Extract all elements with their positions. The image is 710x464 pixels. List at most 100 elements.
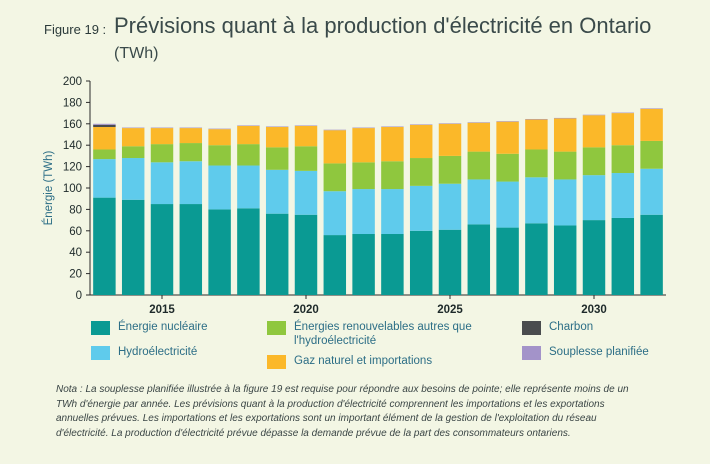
chart-title-units: (TWh) [114,45,159,62]
bar-segment-hydro-2015 [150,162,174,205]
bar-segment-nuclear-2028 [525,223,548,295]
bar-segment-flex-2031 [611,112,635,114]
bar-segment-hydro-2023 [381,189,404,235]
bar-segment-renewables-2022 [352,162,375,190]
bar-segment-renewables-2020 [294,146,318,171]
bar-segment-gas_imports-2016 [179,128,203,144]
bar-segment-renewables-2015 [150,144,174,163]
y-tick-label: 180 [63,97,82,109]
bar-segment-hydro-2020 [294,170,318,215]
bar-segment-nuclear-2019 [265,213,289,295]
bar-segment-nuclear-2020 [294,214,318,295]
bar-segment-renewables-2025 [438,155,462,184]
bar-segment-hydro-2026 [467,179,491,225]
legend-item-hydro: Hydroélectricité [91,345,197,360]
bar-segment-renewables-2028 [525,149,548,178]
bar-segment-renewables-2021 [323,163,347,192]
legend-swatch-flex [522,346,541,360]
bar-segment-gas_imports-2032 [640,108,663,141]
y-tick-label: 40 [69,247,82,259]
bar-segment-hydro-2016 [179,161,203,205]
bar-segment-flex-2026 [467,122,491,123]
bar-segment-renewables-2014 [121,146,145,159]
bar-segment-nuclear-2018 [237,208,260,295]
bar-segment-gas_imports-2018 [237,125,260,145]
bar-segment-renewables-2027 [496,153,519,182]
bar-segment-flex-2017 [208,128,231,130]
bar-segment-hydro-2018 [237,165,260,209]
legend-item-coal: Charbon [522,320,593,335]
legend-swatch-nuclear [91,321,110,335]
bar-segment-nuclear-2017 [208,209,231,295]
y-tick-label: 20 [69,269,82,281]
bar-segment-flex-2022 [352,127,375,129]
legend-label-renewables: Énergies renouvelables autres que l'hydr… [294,321,472,347]
bar-segment-flex-2023 [381,126,404,128]
bar-segment-hydro-2029 [553,179,577,226]
bar-segment-hydro-2027 [496,181,519,228]
bar-segment-nuclear-2026 [467,224,491,295]
bar-segment-renewables-2019 [265,147,289,170]
bar-segment-gas_imports-2015 [150,128,174,145]
x-tick-label: 2020 [293,304,319,316]
bar-segment-flex-2015 [150,127,174,129]
bar-segment-nuclear-2032 [640,214,663,295]
bar-segment-renewables-2029 [553,151,577,180]
bar-segment-flex-2029 [553,117,577,119]
legend-swatch-coal [522,321,541,335]
bar-segment-hydro-2032 [640,168,663,215]
y-tick-label: 80 [69,204,82,216]
bar-segment-nuclear-2022 [352,234,375,295]
legend-swatch-hydro [91,346,110,360]
y-axis-label: Énergie (TWh) [42,150,55,225]
x-tick-label: 2015 [149,304,175,316]
bar-segment-renewables-2017 [208,145,231,166]
bar-segment-flex-2032 [640,108,663,109]
chart-title-text: Prévisions quant à la production d'élect… [114,13,652,38]
bar-segment-flex-2019 [265,126,289,128]
legend-label-gas-imports: Gaz naturel et importations [294,355,433,367]
bar-segment-renewables-2013 [93,149,116,160]
bar-segment-gas_imports-2021 [323,130,347,164]
bar-segment-hydro-2024 [409,185,433,231]
bar-segment-hydro-2019 [265,169,289,214]
footnote: Nota : La souplesse planifiée illustrée … [56,384,629,439]
bar-segment-flex-2020 [294,125,318,126]
bar-segment-flex-2027 [496,121,519,122]
bar-segment-renewables-2023 [381,161,404,190]
legend-item-renewables: Énergies renouvelables autres que l'hydr… [267,320,479,348]
x-tick-label: 2030 [581,304,607,316]
bar-segment-flex-2025 [438,123,462,124]
bar-segment-gas_imports-2029 [553,118,577,152]
bar-segment-renewables-2024 [409,158,433,186]
bar-segment-nuclear-2029 [553,225,577,295]
bar-segment-gas_imports-2023 [381,127,404,162]
bar-segment-nuclear-2023 [381,234,404,295]
bar-segment-gas_imports-2027 [496,121,519,154]
bar-segment-nuclear-2015 [150,204,174,295]
legend-swatch-gas-imports [267,355,286,369]
bar-segment-gas_imports-2022 [352,128,375,163]
bar-segment-renewables-2032 [640,140,663,169]
y-tick-label: 60 [69,226,82,238]
legend-label-nuclear: Énergie nucléaire [118,321,208,333]
y-tick-label: 100 [63,183,82,195]
bar-segment-hydro-2021 [323,191,347,236]
bar-segment-nuclear-2027 [496,227,519,295]
bar-segment-gas_imports-2031 [611,113,635,146]
chart-title: Prévisions quant à la production d'élect… [114,13,674,66]
bar-segment-flex-2030 [582,114,606,116]
bar-segment-gas_imports-2017 [208,129,231,146]
bar-segment-renewables-2016 [179,143,203,162]
legend-item-flex: Souplesse planifiée [522,345,649,360]
bar-segment-renewables-2030 [582,147,606,176]
bar-segment-renewables-2026 [467,151,491,180]
y-tick-label: 160 [63,119,82,131]
x-tick-label: 2025 [437,304,463,316]
bar-segment-flex-2018 [237,125,260,126]
legend-item-nuclear: Énergie nucléaire [91,320,208,335]
bar-segment-gas_imports-2024 [409,124,433,159]
bar-segment-hydro-2017 [208,165,231,210]
bar-segment-gas_imports-2014 [121,128,145,147]
